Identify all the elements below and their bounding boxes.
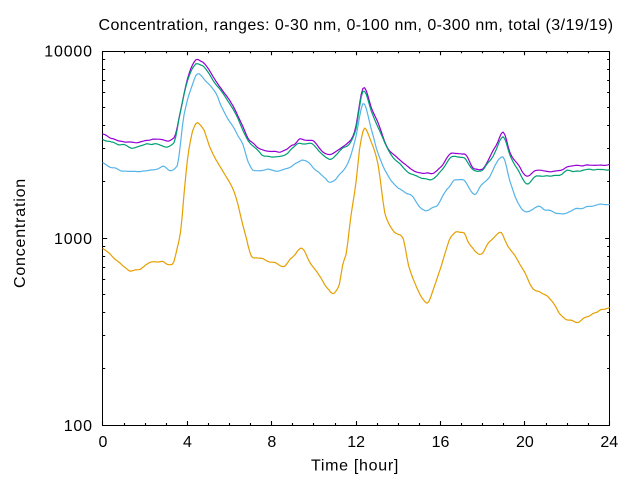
- svg-text:Concentration, ranges: 0-30 nm: Concentration, ranges: 0-30 nm, 0-100 nm…: [98, 17, 613, 34]
- svg-text:8: 8: [267, 434, 276, 451]
- svg-text:Concentration: Concentration: [12, 178, 29, 288]
- svg-text:20: 20: [516, 434, 534, 451]
- svg-text:1000: 1000: [54, 231, 93, 248]
- svg-text:Time [hour]: Time [hour]: [311, 457, 399, 474]
- svg-text:16: 16: [432, 434, 450, 451]
- svg-text:4: 4: [183, 434, 192, 451]
- svg-text:24: 24: [600, 434, 618, 451]
- svg-text:100: 100: [64, 418, 93, 435]
- svg-text:10000: 10000: [44, 44, 93, 61]
- svg-text:0: 0: [99, 434, 108, 451]
- svg-text:12: 12: [347, 434, 365, 451]
